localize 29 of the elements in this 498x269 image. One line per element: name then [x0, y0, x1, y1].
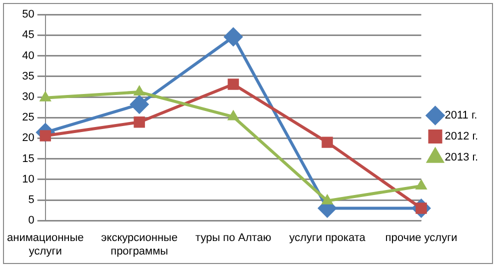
y-tick-label: 5 — [28, 194, 34, 206]
point — [134, 86, 144, 96]
x-tick-label: туры по Алтаю — [195, 232, 272, 244]
point — [40, 92, 50, 102]
x-tick-label: прочие услуги — [385, 232, 458, 244]
y-tick-label: 25 — [22, 112, 34, 124]
y-tick-label: 10 — [22, 173, 34, 186]
x-tick-label: услуги проката — [289, 232, 366, 244]
y-tick-label: 20 — [22, 132, 34, 144]
x-tick-label: анимационные услуги — [6, 232, 84, 258]
y-tick-label: 50 — [22, 8, 34, 21]
point — [322, 136, 333, 148]
x-tick-label: экскурсионные программы — [101, 232, 178, 258]
legend-label: 2012 г. — [444, 130, 478, 143]
y-tick-label: 30 — [22, 91, 34, 104]
y-tick-label: 35 — [22, 70, 34, 82]
point — [228, 78, 239, 90]
point — [322, 195, 332, 204]
y-tick-label: 40 — [22, 50, 34, 62]
point — [134, 116, 145, 128]
legend-label: 2011 г. — [444, 110, 478, 122]
y-tick-label: 15 — [22, 152, 34, 165]
legend-label: 2013 г. — [444, 152, 478, 164]
point — [416, 180, 426, 190]
y-tick-label: 0 — [28, 214, 34, 227]
point — [130, 95, 148, 114]
point — [224, 28, 242, 46]
y-tick-label: 45 — [22, 29, 34, 42]
point — [228, 111, 238, 120]
